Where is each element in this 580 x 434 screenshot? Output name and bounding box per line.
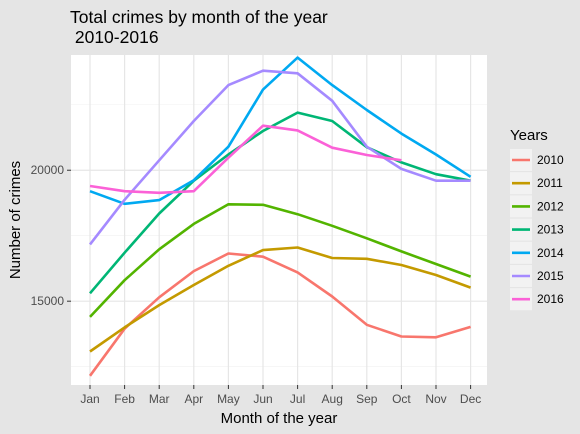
series-line-2014 [89, 56, 472, 206]
x-tick-label: Mar [149, 392, 170, 406]
grid-layer [71, 55, 487, 385]
series-line-2013 [89, 111, 471, 295]
plot-panel [71, 55, 487, 385]
series-line-2012 [89, 203, 472, 318]
legend: Years 2010 2011 2012 2013 2014 2015 2016 [510, 127, 564, 311]
series-line-2015 [88, 69, 471, 246]
x-tick-label: May [217, 392, 240, 406]
axis-layer: Jan Feb Mar Apr May Jun Jul Aug Sep Oct Nov Dec 1500… [31, 163, 482, 406]
legend-label-2015: 2015 [537, 269, 564, 283]
y-tick-label: 20000 [31, 163, 65, 177]
legend-label-2016: 2016 [537, 292, 564, 306]
x-tick-label: Apr [184, 392, 203, 406]
legend-label-2010: 2010 [537, 153, 564, 167]
series-line-2016 [89, 124, 402, 195]
x-tick-label: Sep [356, 392, 378, 406]
series-line-2010 [88, 252, 471, 377]
legend-label-2014: 2014 [537, 246, 564, 260]
x-tick-label: Aug [322, 392, 343, 406]
x-tick-label: Jul [290, 392, 305, 406]
x-tick-label: Jun [253, 392, 272, 406]
chart-title-line-2: 2010-2016 [70, 27, 159, 47]
legend-label-2012: 2012 [537, 199, 564, 213]
y-axis-title: Number of crimes [7, 161, 24, 279]
x-tick-label: Dec [460, 392, 481, 406]
x-tick-label: Feb [114, 392, 135, 406]
legend-label-2011: 2011 [537, 176, 563, 190]
chart-title-line-1: Total crimes by month of the year [70, 7, 328, 27]
series-line-2011 [89, 246, 472, 353]
x-tick-label: Oct [392, 392, 411, 406]
y-tick-label: 15000 [31, 294, 65, 308]
x-tick-label: Nov [425, 392, 446, 406]
series-layer [88, 56, 472, 377]
x-tick-label: Jan [80, 392, 99, 406]
legend-title: Years [510, 127, 548, 144]
x-axis-title: Month of the year [221, 410, 338, 427]
legend-label-2013: 2013 [537, 223, 564, 237]
